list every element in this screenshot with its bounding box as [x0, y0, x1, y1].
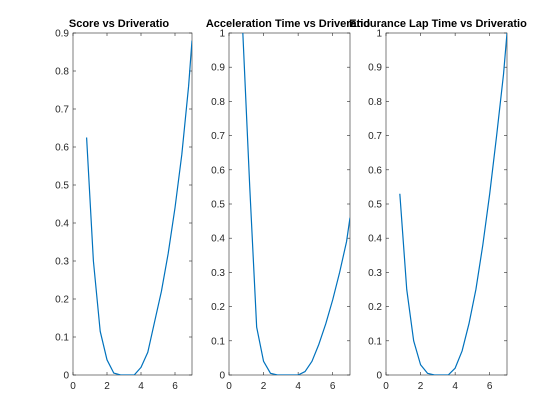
y-tick-label: 0	[219, 371, 225, 382]
y-tick-label: 0.4	[55, 219, 69, 230]
y-tick-label: 0.4	[211, 234, 225, 245]
y-tick-label: 0.1	[211, 336, 225, 347]
y-tick-label: 0.9	[211, 63, 225, 74]
y-tick-label: 0	[63, 371, 69, 382]
x-tick-label: 2	[261, 381, 267, 392]
subplot-title: Endurance Lap Time vs Driveratio	[349, 18, 527, 30]
series-line-1	[86, 40, 192, 375]
y-tick-label: 0.8	[368, 97, 382, 108]
x-tick-label: 0	[383, 381, 389, 392]
y-tick-label: 0.2	[211, 302, 225, 313]
y-tick-label: 0.5	[211, 200, 225, 211]
y-tick-label: 1	[219, 29, 225, 40]
x-tick-label: 0	[226, 381, 232, 392]
y-tick-label: 0.5	[55, 181, 69, 192]
y-tick-label: 1	[376, 29, 382, 40]
y-tick-label: 0	[376, 371, 382, 382]
y-tick-label: 0.9	[55, 29, 69, 40]
y-tick-label: 0.4	[368, 234, 382, 245]
series-line-1	[399, 33, 507, 375]
series-line-1	[242, 33, 350, 375]
axes-box	[385, 32, 508, 376]
x-tick-label: 4	[295, 381, 301, 392]
y-tick-label: 0.6	[368, 165, 382, 176]
y-tick-label: 0.7	[211, 131, 225, 142]
y-tick-label: 0.1	[368, 336, 382, 347]
y-tick-label: 0.2	[368, 302, 382, 313]
x-tick-label: 2	[418, 381, 424, 392]
y-tick-label: 0.1	[55, 333, 69, 344]
y-tick-label: 0.2	[55, 295, 69, 306]
y-tick-label: 0.7	[55, 105, 69, 116]
y-tick-label: 0.8	[211, 97, 225, 108]
x-tick-label: 6	[172, 381, 178, 392]
x-tick-label: 2	[104, 381, 110, 392]
y-tick-label: 0.6	[55, 143, 69, 154]
x-tick-label: 4	[452, 381, 458, 392]
x-tick-label: 6	[487, 381, 493, 392]
axes-box	[72, 32, 193, 376]
axes-box	[228, 32, 351, 376]
y-tick-label: 0.6	[211, 165, 225, 176]
subplot-3: 0 0.1 0.2 0.3 0.4 0.5 0.6 0.7 0.8 0.9 1 0 2 4 6	[368, 29, 508, 392]
subplot-title: Acceleration Time vs Driveratio	[206, 18, 371, 30]
y-tick-label: 0.3	[55, 257, 69, 268]
y-tick-label: 0.5	[368, 200, 382, 211]
y-tick-label: 0.9	[368, 63, 382, 74]
subplot-2: 0 0.1 0.2 0.3 0.4 0.5 0.6 0.7 0.8 0.9 1 0 2 4 6	[211, 29, 351, 392]
y-tick-label: 0.7	[368, 131, 382, 142]
x-tick-label: 0	[70, 381, 76, 392]
y-tick-label: 0.8	[55, 67, 69, 78]
x-tick-label: 6	[330, 381, 336, 392]
y-tick-label: 0.3	[211, 268, 225, 279]
subplot-1: 0 0.1 0.2 0.3 0.4 0.5 0.6 0.7 0.8 0.9 0 2 4 6	[55, 29, 193, 392]
y-tick-label: 0.3	[368, 268, 382, 279]
subplot-title: Score vs Driveratio	[69, 18, 170, 30]
x-tick-label: 4	[138, 381, 144, 392]
